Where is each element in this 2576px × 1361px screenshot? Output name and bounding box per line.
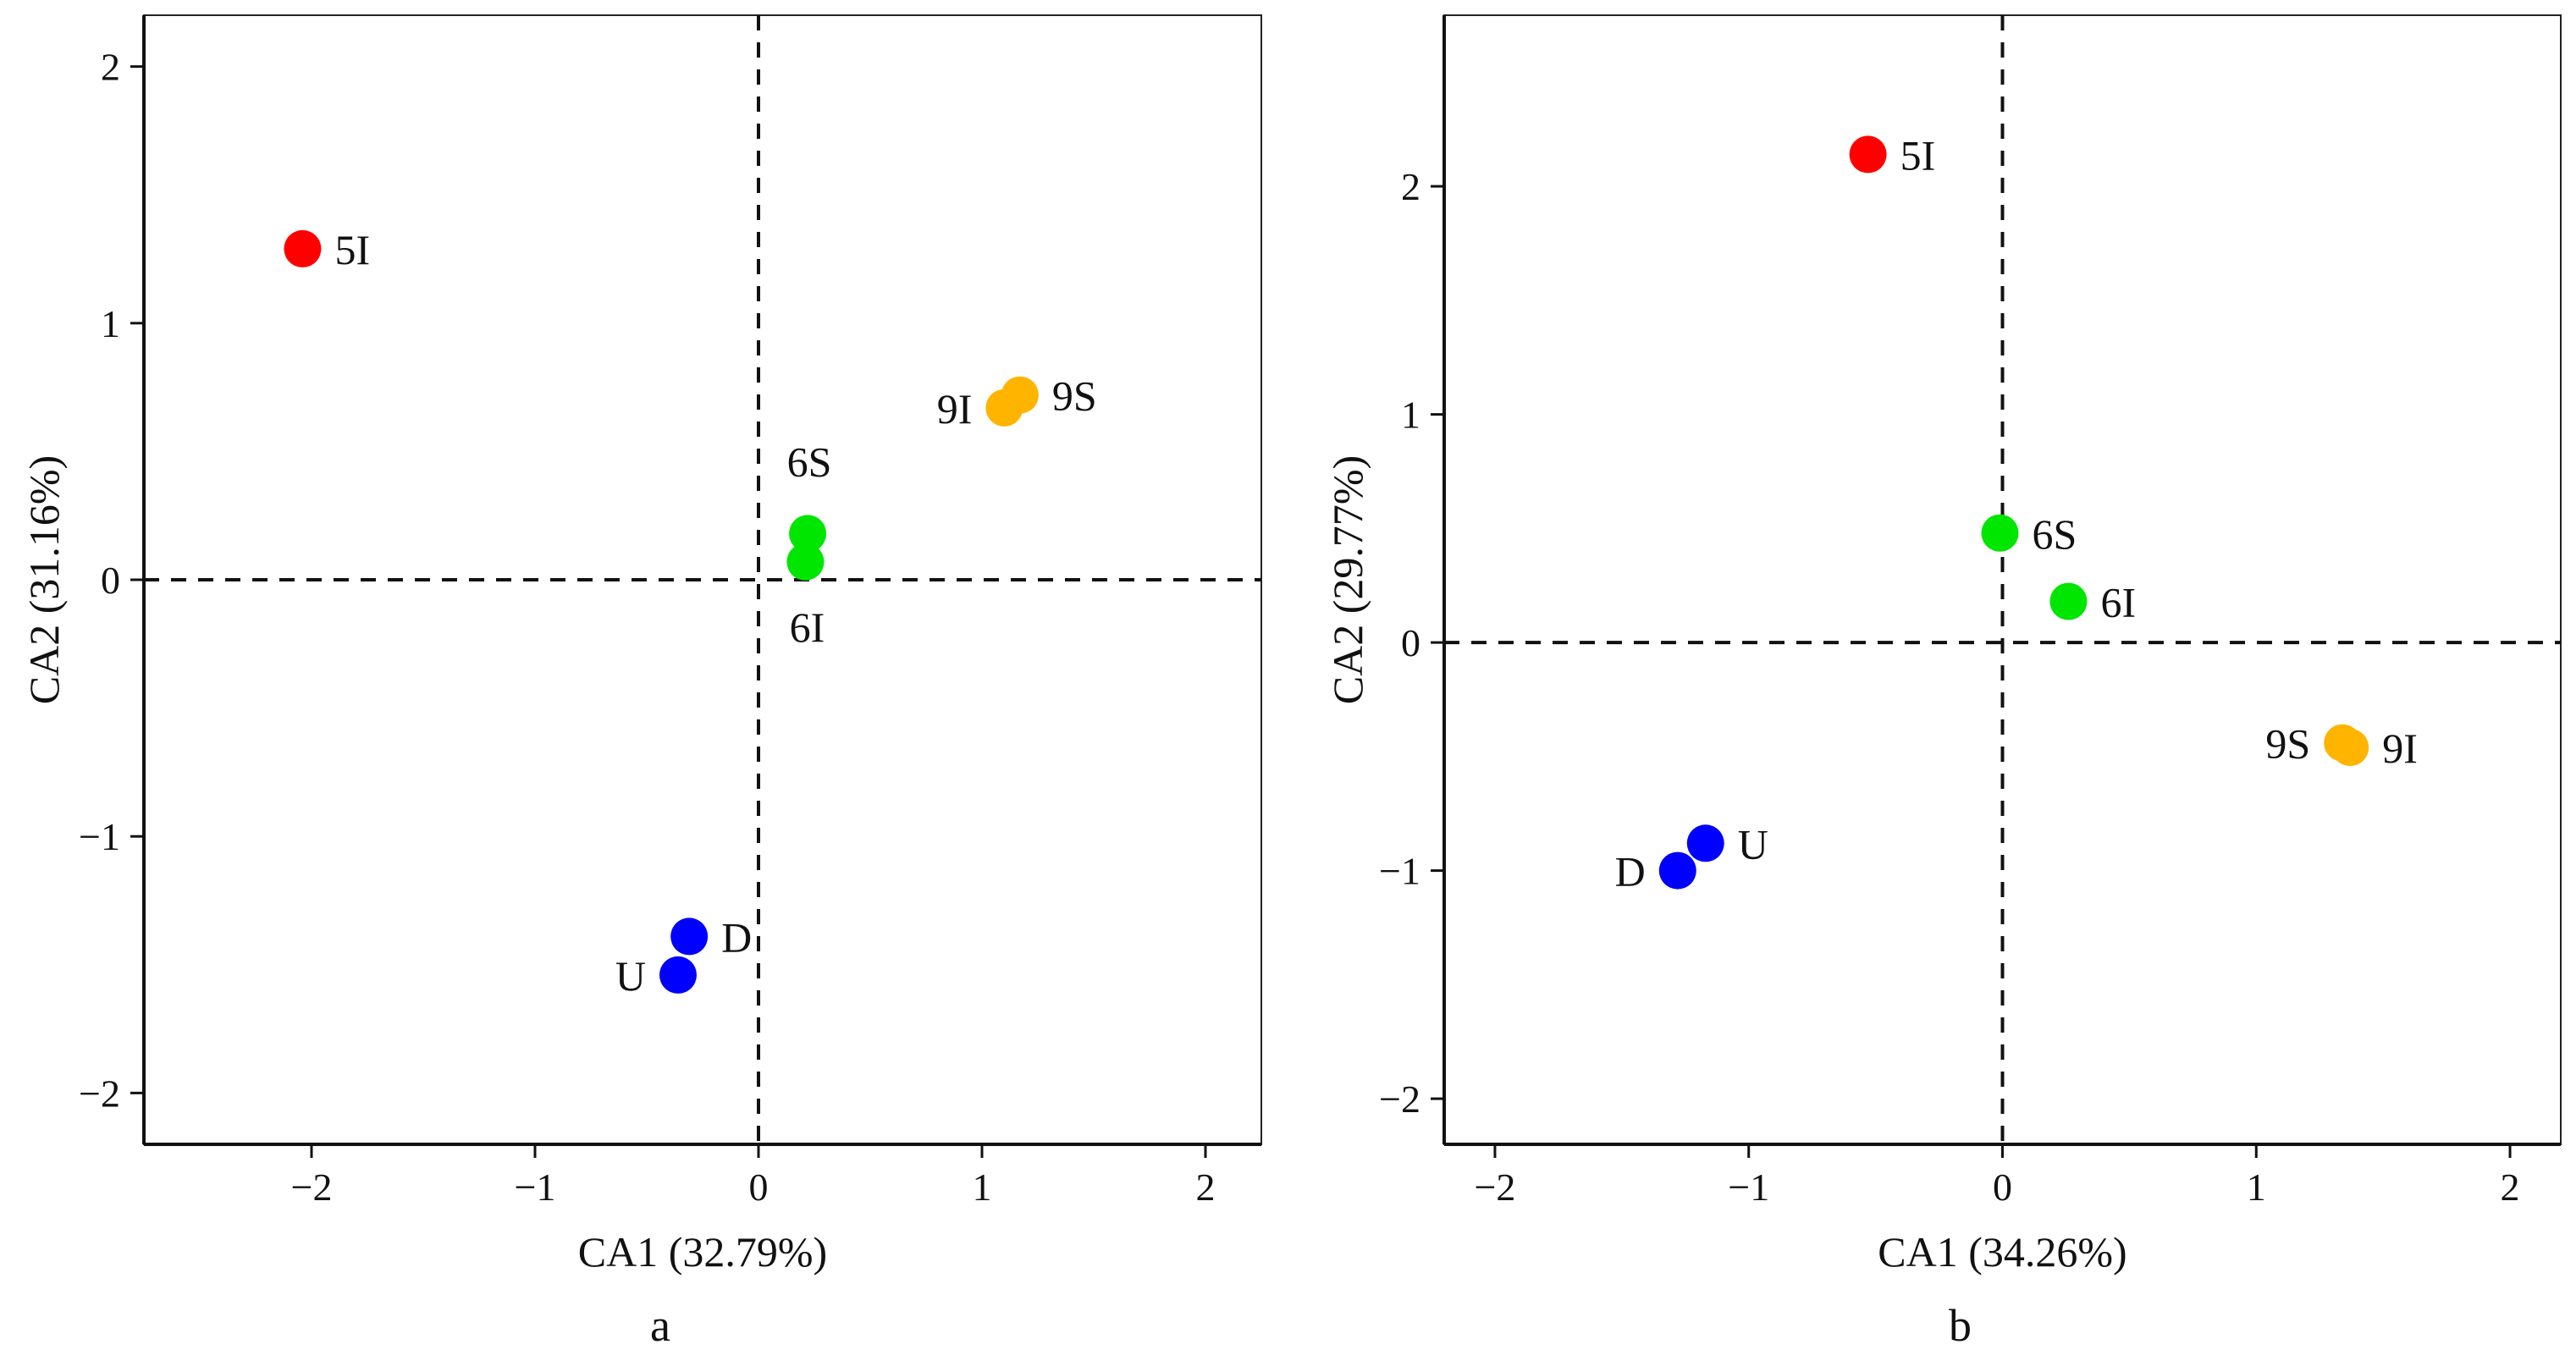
y-tick-label: 0: [1401, 621, 1420, 664]
point-label: 9S: [2265, 720, 2310, 768]
data-point: [2331, 729, 2369, 767]
x-tick-label: 1: [973, 1165, 992, 1209]
point-label: D: [1615, 848, 1646, 895]
data-point: [659, 956, 697, 994]
point-label: 9S: [1052, 372, 1097, 420]
data-point: [2049, 582, 2088, 620]
y-tick-label: 0: [101, 559, 120, 602]
panel-label: a: [650, 1300, 670, 1351]
x-tick-label: −2: [1474, 1165, 1515, 1209]
point-label: 5I: [334, 226, 370, 273]
data-point: [1981, 514, 2019, 552]
x-tick-label: −1: [515, 1165, 556, 1209]
data-point: [786, 543, 825, 581]
x-tick-label: 2: [1196, 1165, 1216, 1209]
point-label: 6I: [2100, 579, 2136, 626]
data-point: [284, 229, 322, 267]
x-tick-label: −1: [1728, 1165, 1769, 1209]
data-point: [1658, 851, 1696, 890]
y-tick-label: 1: [1401, 394, 1420, 437]
y-tick-label: −2: [79, 1072, 120, 1115]
x-tick-label: −2: [291, 1165, 333, 1209]
y-axis-title: CA2 (29.77%): [1324, 455, 1371, 704]
x-tick-label: 2: [2501, 1165, 2520, 1209]
point-label: 6S: [2033, 510, 2077, 558]
data-point: [670, 917, 709, 956]
point-label: 6I: [790, 603, 825, 651]
point-label: 5I: [1900, 131, 1936, 179]
point-label: U: [1738, 820, 1768, 868]
point-label: D: [721, 913, 752, 961]
point-label: 9I: [2382, 725, 2418, 772]
y-tick-label: −1: [1379, 850, 1420, 893]
x-axis-title: CA1 (32.79%): [578, 1228, 827, 1276]
panel-b: −2 −1 0 1 2 −2 −1 0 1 2 CA1 (34.26%) CA2 (29.77%) b 5…: [1324, 14, 2562, 1351]
panel-label: b: [1949, 1300, 1972, 1351]
y-tick-label: −2: [1379, 1077, 1420, 1121]
panel-a: −2 −1 0 1 2 −2 −1 0 1 2 CA1 (32.79%) CA2 (31.16%) a 5…: [20, 14, 1262, 1351]
y-tick-label: 2: [1401, 165, 1420, 208]
x-tick-label: 0: [1993, 1165, 2012, 1209]
data-point: [789, 515, 827, 553]
y-tick-label: −1: [79, 815, 120, 858]
x-axis-title: CA1 (34.26%): [1878, 1228, 2126, 1276]
y-axis-title: CA2 (31.16%): [20, 455, 68, 704]
y-tick-label: 2: [101, 46, 120, 89]
point-label: U: [615, 952, 646, 1000]
data-point: [1849, 135, 1887, 174]
x-tick-label: 0: [749, 1165, 769, 1209]
point-label: 6S: [787, 438, 832, 485]
data-point: [1686, 824, 1724, 862]
y-tick-label: 1: [101, 302, 120, 345]
data-point: [985, 388, 1023, 427]
x-tick-label: 1: [2247, 1165, 2266, 1209]
point-label: 9I: [937, 385, 973, 433]
